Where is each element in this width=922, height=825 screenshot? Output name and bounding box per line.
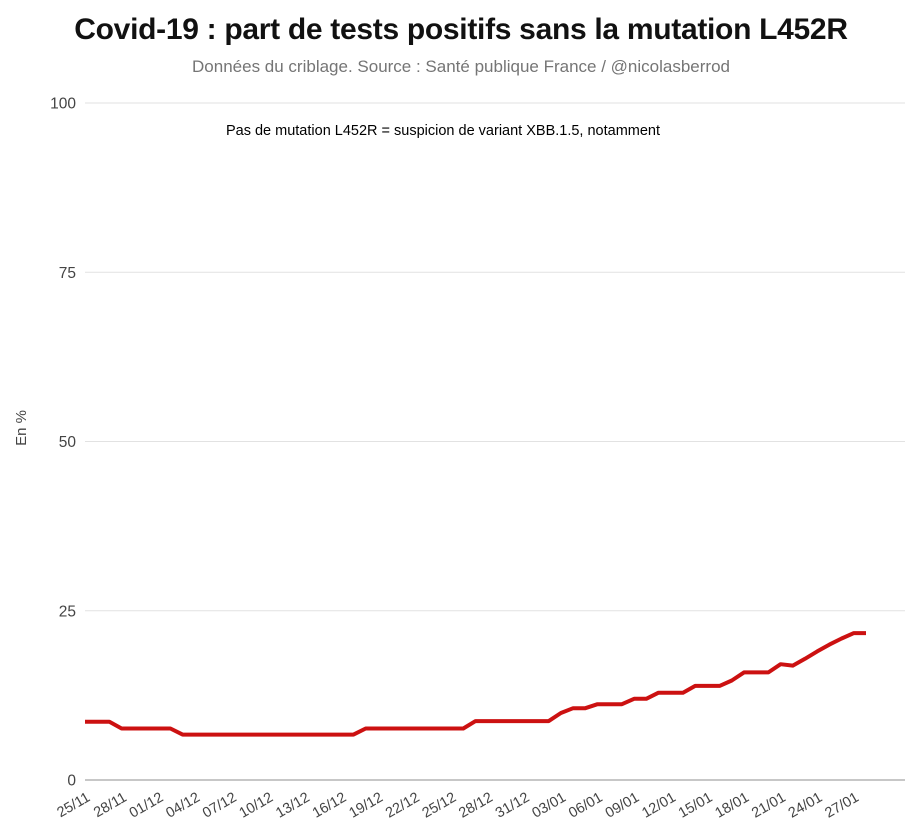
y-tick-label: 100 [50,96,76,113]
chart-subtitle: Données du criblage. Source : Santé publ… [192,57,730,76]
x-tick-label: 18/01 [713,790,752,822]
x-tick-label: 01/12 [127,790,166,822]
chart-title: Covid-19 : part de tests positifs sans l… [74,13,848,46]
chart-annotation: Pas de mutation L452R = suspicion de var… [225,123,661,139]
x-tick-label: 28/12 [456,790,495,822]
x-tick-label: 10/12 [237,790,276,822]
x-tick-label: 22/12 [383,790,422,822]
x-tick-label: 27/01 [822,790,861,822]
x-tick-label: 19/12 [346,790,385,822]
y-tick-label: 75 [59,265,76,282]
y-tick-label: 25 [59,603,76,620]
x-tick-label: 04/12 [163,790,202,822]
y-tick-label: 0 [67,773,76,790]
x-tick-label: 12/01 [639,790,678,822]
x-tick-label: 25/11 [54,790,93,821]
x-tick-label: 28/11 [91,790,130,821]
x-tick-label: 09/01 [603,790,642,822]
x-tick-label: 07/12 [200,790,239,822]
x-tick-label: 03/01 [529,790,568,822]
x-tick-label: 13/12 [273,790,312,822]
x-tick-label: 16/12 [310,790,349,822]
x-tick-label: 06/01 [566,790,605,822]
y-axis-title: En % [13,410,30,446]
y-tick-label: 50 [59,434,77,451]
x-tick-label: 25/12 [420,790,459,822]
x-tick-label: 31/12 [493,790,532,822]
x-tick-label: 15/01 [676,790,715,822]
x-tick-label: 24/01 [786,790,825,822]
x-tick-label: 21/01 [749,790,788,822]
data-line [85,631,866,737]
